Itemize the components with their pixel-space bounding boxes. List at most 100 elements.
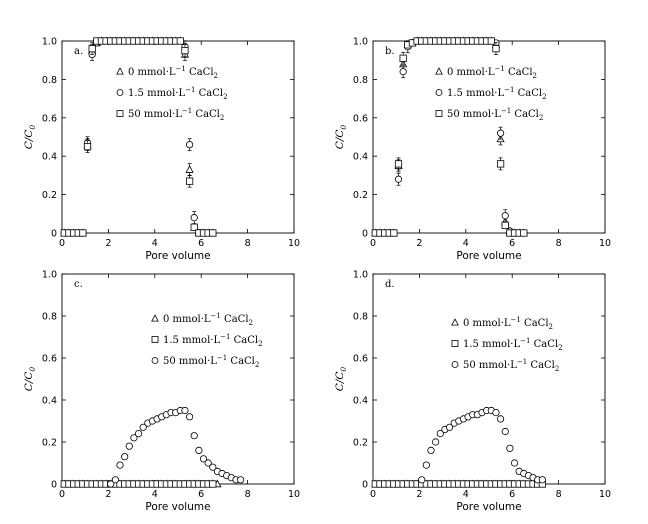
legend-text-unit: 0 mmol·L [447,67,495,78]
data-point [130,434,138,442]
data-point [185,177,194,185]
legend-text-subscript: 2 [542,93,546,101]
data-point [199,455,208,463]
legend-marker [151,314,159,322]
legend-text-compound: CaCl [221,314,249,325]
legend-text-unit: 1.5 mmol·L [463,339,520,350]
legend-text-superscript: −1 [211,312,221,320]
y-tick-label: 0.6 [353,113,368,124]
x-tick-label: 8 [245,489,251,500]
x-tick-label: 10 [288,238,300,249]
data-point [209,480,217,488]
legend-text-superscript: −1 [495,65,505,73]
legend-label: 50 mmol·L−1 CaCl2 [128,107,224,122]
data-point [510,459,519,467]
legend-marker [451,340,459,347]
x-tick-label: 10 [288,489,300,500]
legend-text-superscript: −1 [185,86,195,94]
x-axis-title: Pore volume [456,501,521,513]
panel-label: c. [74,279,83,290]
legend-marker [116,89,124,96]
y-axis-title-main: C/C [23,130,35,150]
legend-text-compound: CaCl [530,339,558,350]
y-axis-title-subscript: 0 [28,367,37,372]
data-point [496,415,505,423]
y-axis-title-main: C/C [23,372,35,392]
data-point [501,427,509,436]
y-tick-label: 0.2 [353,190,368,201]
legend-label: 50 mmol·L−1 CaCl2 [447,107,543,122]
legend-text-compound: CaCl [227,356,255,367]
data-point [121,453,129,461]
data-point [427,446,435,454]
x-tick-label: 2 [105,489,111,500]
data-point [125,442,133,450]
x-tick-label: 0 [59,238,65,249]
legend-text-subscript: 2 [539,114,543,122]
y-tick-label: 0.8 [353,75,368,86]
data-point [79,229,87,237]
legend-text-unit: 50 mmol·L [163,356,217,367]
data-point [209,463,217,471]
legend-label: 0 mmol·L−1 CaCl2 [163,312,253,327]
legend-text-compound: CaCl [195,88,223,99]
data-point [139,423,147,431]
legend-text-compound: CaCl [192,109,220,120]
panel-label: a. [74,46,83,57]
y-axis-title-main: C/C [334,130,346,150]
y-tick-label: 0 [51,229,57,240]
legend-text-subscript: 2 [258,340,262,348]
x-tick-label: 8 [556,489,562,500]
legend-marker [151,357,159,364]
legend-text-subscript: 2 [555,365,559,373]
legend-text-subscript: 2 [249,319,253,327]
y-tick-label: 0.2 [353,438,368,449]
legend-text-compound: CaCl [511,109,539,120]
data-point [195,446,203,454]
y-tick-label: 0.2 [42,438,57,449]
y-tick-label: 1.0 [42,270,57,281]
legend-text-unit: 50 mmol·L [128,109,182,120]
data-point [116,461,124,469]
legend-text-subscript: 2 [223,93,227,101]
data-point [487,37,495,45]
x-tick-label: 0 [370,489,376,500]
data-point [181,47,189,55]
data-point [88,45,96,53]
legend-text-superscript: −1 [182,107,192,115]
y-tick-label: 0.4 [42,152,57,163]
data-point [176,37,184,45]
y-tick-label: 0 [51,480,57,491]
data-point [190,432,198,440]
y-tick-label: 1.0 [42,37,57,48]
data-point [181,406,189,415]
legend-label: 1.5 mmol·L−1 CaCl2 [447,86,547,101]
legend-text-superscript: −1 [504,86,514,94]
x-tick-label: 2 [105,238,111,249]
legend-marker [435,89,443,96]
y-tick-label: 0.2 [42,190,57,201]
y-tick-label: 0.6 [353,354,368,365]
data-point [185,165,194,173]
y-axis-title: C/C0 [334,125,348,150]
data-point [445,423,454,431]
legend-text-unit: 50 mmol·L [447,109,501,120]
data-point [237,476,245,484]
legend-label: 1.5 mmol·L−1 CaCl2 [163,333,263,348]
legend-label: 0 mmol·L−1 CaCl2 [128,65,218,80]
y-axis-title-subscript: 0 [28,125,37,130]
legend-marker [435,110,443,117]
legend-text-compound: CaCl [527,360,555,371]
data-point [501,221,509,229]
panel-label: d. [385,279,395,290]
legend-marker [151,336,159,343]
legend-text-unit: 1.5 mmol·L [128,88,185,99]
data-point [209,229,217,237]
legend-text-subscript: 2 [255,361,259,369]
legend-text-unit: 1.5 mmol·L [163,335,220,346]
